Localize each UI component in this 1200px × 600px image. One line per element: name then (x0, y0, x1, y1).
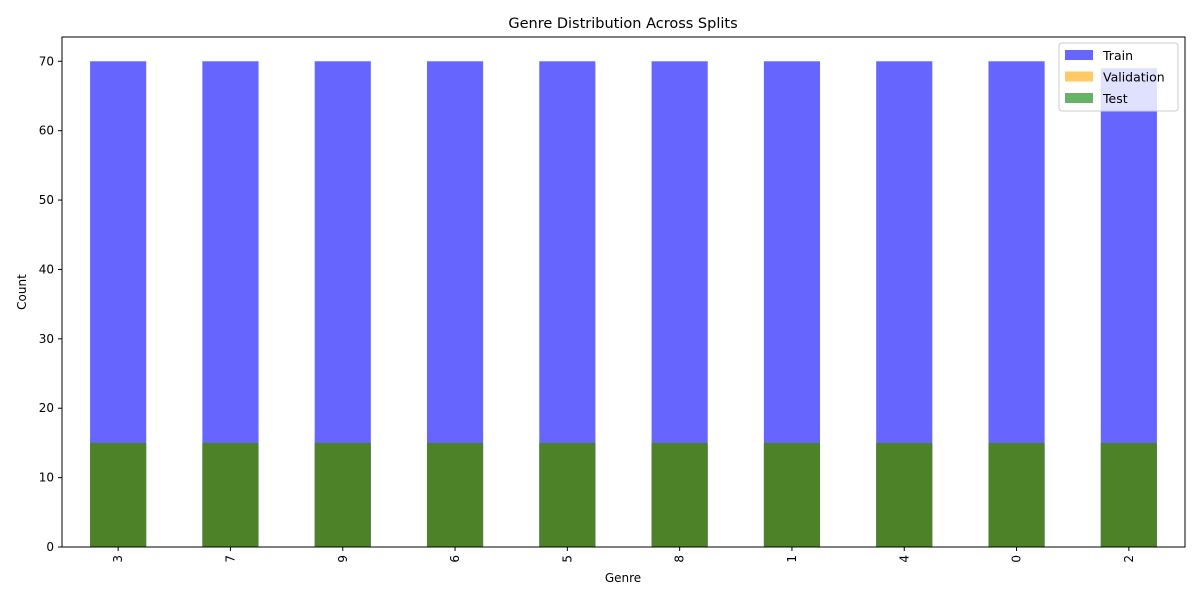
bar-overlap-1 (763, 442, 821, 547)
legend: Train Validation Test (1058, 42, 1179, 112)
x-tick-label: 8 (673, 555, 687, 563)
legend-label-test: Test (1102, 91, 1128, 106)
bar-overlap-8 (651, 442, 708, 547)
legend-swatch-validation (1065, 71, 1093, 82)
y-tick-label: 60 (39, 124, 54, 138)
x-tick-label: 7 (223, 555, 237, 563)
plot-frame (61, 36, 1186, 548)
y-tick-label: 0 (46, 540, 54, 554)
y-tick-label: 20 (39, 401, 54, 415)
x-tick-label: 5 (560, 555, 574, 563)
bar-overlap-7 (202, 442, 259, 547)
bar-overlap-5 (539, 442, 596, 547)
bar-overlap-9 (314, 442, 371, 547)
y-tick-label: 50 (39, 193, 54, 207)
bar-overlap-4 (876, 442, 933, 547)
x-tick-label: 4 (897, 555, 911, 563)
x-tick-label: 2 (1122, 555, 1136, 563)
x-tick-label: 6 (448, 555, 462, 563)
bar-overlap-6 (426, 442, 484, 547)
x-axis-title: Genre (605, 571, 641, 585)
x-tick-label: 1 (785, 555, 799, 563)
y-tick-label: 10 (39, 471, 54, 485)
y-axis-title: Count (15, 274, 29, 310)
legend-swatch-train (1065, 50, 1093, 60)
bar-overlap-3 (90, 442, 147, 547)
bar-overlap-2 (1100, 442, 1157, 547)
legend-label-train: Train (1102, 48, 1133, 63)
y-tick-label: 40 (39, 262, 54, 276)
legend-swatch-test (1065, 93, 1093, 103)
chart-title: Genre Distribution Across Splits (508, 16, 737, 32)
x-tick-label: 9 (336, 555, 350, 563)
y-tick-label: 70 (39, 54, 54, 68)
legend-label-validation: Validation (1103, 70, 1165, 85)
x-tick-label: 0 (1010, 555, 1024, 563)
x-tick-label: 3 (111, 555, 125, 563)
bars-layer (90, 61, 1157, 548)
bar-overlap-0 (988, 442, 1045, 547)
y-tick-label: 30 (39, 332, 54, 346)
